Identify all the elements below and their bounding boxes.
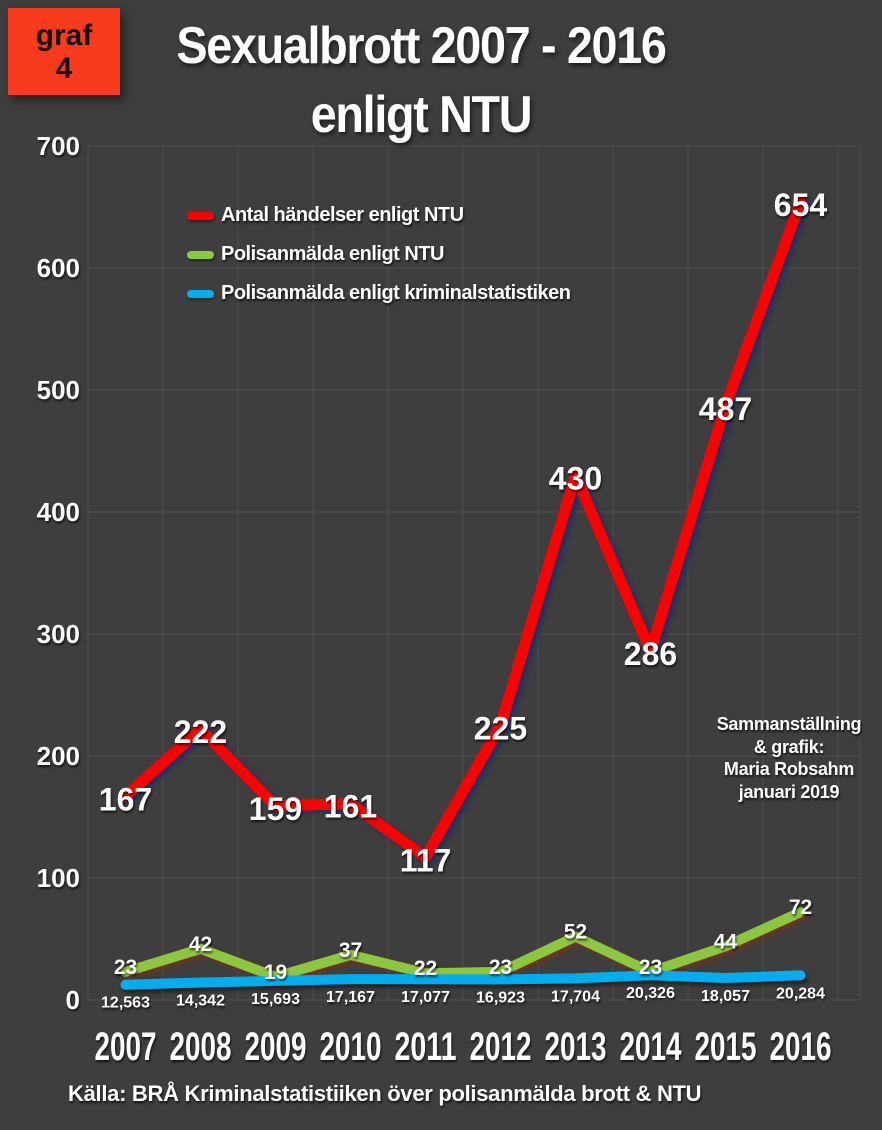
badge-line-1: graf: [35, 18, 93, 52]
data-label: 23: [639, 956, 662, 979]
data-label: 17,077: [401, 989, 450, 1006]
credit-line-4: januari 2019: [738, 781, 840, 802]
legend-item-green: Polisanmälda enligt NTU: [187, 235, 571, 274]
x-axis-label: 2012: [470, 1025, 532, 1069]
source-text: Källa: BRÅ Kriminalstatistiiken över pol…: [68, 1081, 702, 1106]
data-label: 17,167: [326, 989, 375, 1006]
legend: Antal händelser enligt NTU Polisanmälda …: [187, 196, 571, 313]
data-label: 117: [400, 842, 452, 878]
data-label: 159: [249, 791, 302, 827]
credit-line-1: Sammanställning: [716, 714, 862, 734]
data-label: 23: [489, 956, 512, 979]
series-line-0: [120, 196, 806, 863]
badge-line-2: 4: [55, 51, 73, 85]
y-axis-label: 300: [37, 619, 80, 649]
data-label: 16,923: [476, 989, 525, 1006]
data-label: 161: [324, 789, 377, 825]
data-label: 430: [549, 460, 602, 496]
legend-swatch-red-icon: [187, 211, 214, 220]
chart-title: Sexualbrott 2007 - 2016 enligt NTU: [42, 12, 800, 150]
data-label: 42: [189, 933, 212, 956]
series-line-1: [120, 907, 806, 982]
data-label: 22: [414, 957, 437, 980]
x-axis-label: 2013: [545, 1025, 607, 1069]
data-label: 20,284: [776, 985, 825, 1002]
y-axis-label: 100: [37, 863, 80, 893]
y-axis-label: 600: [37, 253, 80, 283]
data-label: 20,326: [626, 985, 675, 1002]
data-label: 14,342: [176, 993, 225, 1010]
x-axis-label: 2008: [170, 1025, 232, 1069]
data-label: 23: [114, 956, 137, 979]
data-label: 487: [699, 391, 752, 427]
legend-swatch-blue-icon: [187, 289, 214, 298]
y-axis-label: 500: [37, 375, 80, 405]
x-axis-label: 2015: [695, 1025, 757, 1069]
legend-item-blue: Polisanmälda enligt kriminalstatistiken: [187, 274, 571, 313]
data-label: 654: [774, 187, 828, 223]
legend-item-red: Antal händelser enligt NTU: [187, 196, 571, 235]
y-axis-label: 700: [37, 131, 80, 161]
data-label: 12,563: [101, 995, 150, 1012]
x-axis-label: 2014: [620, 1025, 683, 1069]
x-axis-label: 2007: [95, 1025, 157, 1069]
data-label: 225: [474, 711, 527, 747]
title-line-1: Sexualbrott 2007 - 2016: [176, 17, 667, 75]
x-axis-label: 2016: [770, 1025, 832, 1069]
title-line-2: enligt NTU: [310, 86, 533, 144]
legend-swatch-green-icon: [187, 250, 214, 259]
data-label: 37: [339, 939, 362, 962]
data-label: 18,057: [701, 988, 750, 1005]
data-label: 17,704: [551, 988, 600, 1005]
data-label: 52: [564, 921, 587, 944]
credit-line-3: Maria Robsahm: [723, 759, 855, 779]
data-label: 167: [99, 781, 152, 817]
y-axis-label: 400: [37, 497, 80, 527]
data-label: 222: [174, 714, 227, 750]
legend-label-red: Antal händelser enligt NTU: [221, 204, 464, 226]
data-label: 19: [264, 961, 287, 984]
credit-annotation: Sammanställning & grafik: Maria Robsahm …: [700, 713, 878, 803]
data-label: 44: [714, 930, 738, 953]
credit-line-2: & grafik:: [753, 736, 825, 757]
y-axis-label: 200: [37, 741, 80, 771]
data-label: 286: [624, 636, 677, 672]
legend-label-blue: Polisanmälda enligt kriminalstatistiken: [221, 282, 571, 304]
graf-badge: graf 4: [8, 8, 120, 95]
y-axis-label: 0: [66, 985, 80, 1015]
series-line-2: [120, 970, 806, 990]
data-label: 15,693: [251, 991, 300, 1008]
x-axis-label: 2011: [395, 1025, 457, 1069]
data-label: 72: [789, 896, 812, 919]
legend-label-green: Polisanmälda enligt NTU: [221, 243, 444, 265]
x-axis-label: 2010: [320, 1025, 382, 1069]
x-axis-label: 2009: [245, 1025, 307, 1069]
